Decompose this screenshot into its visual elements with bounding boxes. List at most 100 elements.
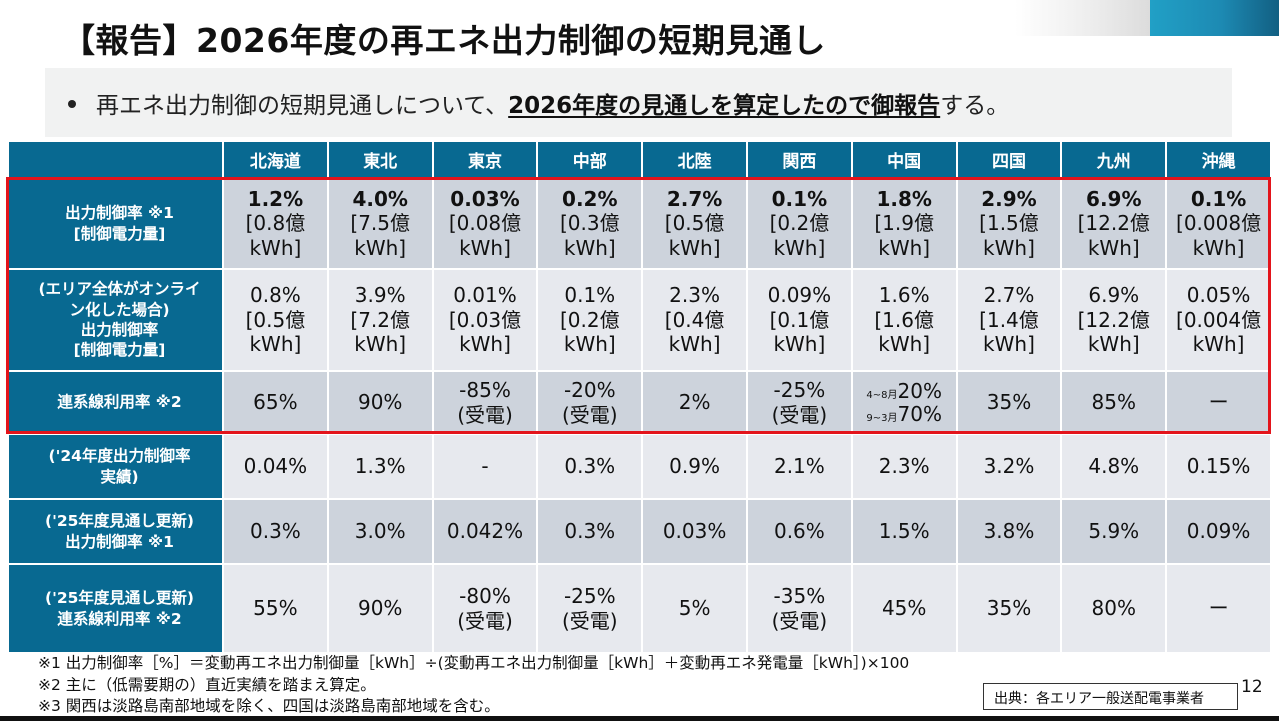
cell-main-value: 90% [357,596,403,621]
cell-sub-value: [0.004億 [1176,307,1262,332]
cell-main-value: 4.8% [1088,454,1140,479]
cell-sub-value: [7.5億 [350,211,410,236]
table-row: (エリア全体がオンライ ン化した場合) 出力制御率 [制御電力量] 0.8% [0.5億 k… [7,268,1272,372]
table-cell: 0.1% [0.2億 kWh] [745,177,853,270]
period-value: 20% [897,378,942,403]
cell-main-value: 0.6% [773,519,825,544]
period-label: 9~3月 [866,412,898,424]
table-cell: 55% [222,563,329,654]
table-cell: 4~8月20% 9~3月70% [850,370,958,435]
table-cell: 0.3% [222,498,329,565]
cell-unit: kWh] [1192,235,1245,260]
table-cell: 2% [641,370,748,435]
cell-main-value: 1.6% [878,283,930,308]
table-cell: 2.7% [1.4億 kWh] [955,268,1063,372]
row-label-line: 出力制御率 [80,321,159,339]
cell-sub-value: [7.2億 [350,307,410,332]
cell-main-value: 3.2% [983,454,1035,479]
cell-main-value: ー [1208,390,1229,415]
cell-main-value: 5% [678,596,711,621]
cell-sub-value: [12.2億 [1077,307,1150,332]
cell-main-value: 0.042% [446,519,524,544]
row-label-line: (エリア全体がオンライ [38,280,201,299]
cell-unit: kWh] [354,235,407,260]
column-header: 東京 [431,140,539,179]
bullet-icon [68,99,76,108]
table-cell: 0.3% [536,433,644,500]
cell-main-value: 3.0% [354,519,406,544]
table-row: 出力制御率 ※1 [制御電力量] 1.2% [0.8億 kWh] 4.0% [7.5億 kWh… [7,177,1272,270]
cell-main-value: 90% [357,390,403,415]
table-cell: 80% [1060,563,1168,654]
table-cell: 35% [955,563,1063,654]
footnote-2: ※2 主に（低需要期の）直近実績を踏まえ算定。 [38,675,376,694]
cell-unit: kWh] [354,332,407,357]
cell-main-value: 0.04% [243,454,308,479]
cell-main-value: 0.03% [662,519,727,544]
cell-main-value: 4.0% [352,186,408,211]
bottom-bar [0,716,1279,721]
cell-sub-value: (受電) [771,402,828,427]
table-cell: - [431,433,539,500]
cell-main-value: 85% [1091,390,1136,415]
cell-unit: kWh] [773,235,826,260]
column-header: 北海道 [222,140,329,179]
cell-unit: kWh] [878,235,931,260]
row-label: 出力制御率 ※1 [制御電力量] [7,177,224,270]
cell-main-value: 5.9% [1088,519,1140,544]
cell-main-value: 2.7% [983,283,1035,308]
row-label: ('24年度出力制御率 実績) [7,433,224,500]
cell-main-value: 0.01% [453,283,517,308]
table-cell: 0.2% [0.3億 kWh] [536,177,644,270]
cell-unit: kWh] [563,235,616,260]
table-cell: ー [1165,563,1272,654]
table-cell: 3.2% [955,433,1063,500]
table-cell: 6.9% [12.2億 kWh] [1060,268,1168,372]
row-label-line: [制御電力量] [73,341,166,360]
cell-main-value: 0.3% [249,519,301,544]
table-cell: 65% [222,370,329,435]
cell-main-value: 55% [253,596,298,621]
row-label-line: ('24年度出力制御率 [48,447,191,466]
table-row: ('24年度出力制御率 実績) 0.04% 1.3% - 0.3% 0.9% 2.1% 2.3%… [7,433,1272,500]
table-cell: 0.3% [536,498,644,565]
cell-unit: kWh] [773,332,826,357]
header-corner [7,140,224,179]
cell-main-value: 65% [253,390,298,415]
cell-main-value: 0.3% [564,519,616,544]
table-cell: 3.9% [7.2億 kWh] [326,268,434,372]
lead-suffix: する。 [940,93,1010,119]
table-cell: 0.09% [1165,498,1272,565]
table-cell: 6.9% [12.2億 kWh] [1060,177,1168,270]
footnote-1: ※1 出力制御率［%］＝変動再エネ出力制御量［kWh］÷(変動再エネ出力制御量［… [38,654,910,672]
table-cell: 4.8% [1060,433,1168,500]
table-cell: 1.3% [326,433,434,500]
cell-sub-value: [0.5億 [245,307,306,332]
row-label: ('25年度見通し更新) 出力制御率 ※1 [7,498,224,565]
column-header: 中国 [850,140,958,179]
cell-main-value: 0.8% [249,283,301,308]
cell-main-value: 2.1% [773,454,825,479]
cell-sub-value: [0.3億 [559,211,620,236]
row-label-line: 出力制御率 ※1 [65,204,174,223]
cell-sub-value: (受電) [457,402,513,427]
cell-unit: kWh] [1192,332,1245,357]
period-line: 4~8月20% [853,378,956,403]
lead-text: 再エネ出力制御の短期見通しについて、2026年度の見通しを算定したので御報告する… [68,86,1009,120]
table-cell: 2.1% [745,433,853,500]
cell-sub-value: [0.2億 [559,307,620,332]
cell-unit: kWh] [249,235,302,260]
table-cell: 0.04% [222,433,329,500]
footnotes: ※1 出力制御率［%］＝変動再エネ出力制御量［kWh］÷(変動再エネ出力制御量［… [38,653,909,718]
table-cell: 3.8% [955,498,1063,565]
table-cell: 1.8% [1.9億 kWh] [850,177,958,270]
cell-sub-value: [1.9億 [874,211,934,236]
cell-sub-value: [1.6億 [874,307,934,332]
cell-main-value: 1.3% [354,454,406,479]
cell-main-value: -35% [773,584,826,609]
row-label-line: [制御電力量] [73,224,166,243]
cell-sub-value: [0.008億 [1176,211,1262,236]
column-header: 四国 [955,140,1063,179]
cell-main-value: -20% [563,378,616,403]
cell-main-value: 3.9% [354,283,406,308]
